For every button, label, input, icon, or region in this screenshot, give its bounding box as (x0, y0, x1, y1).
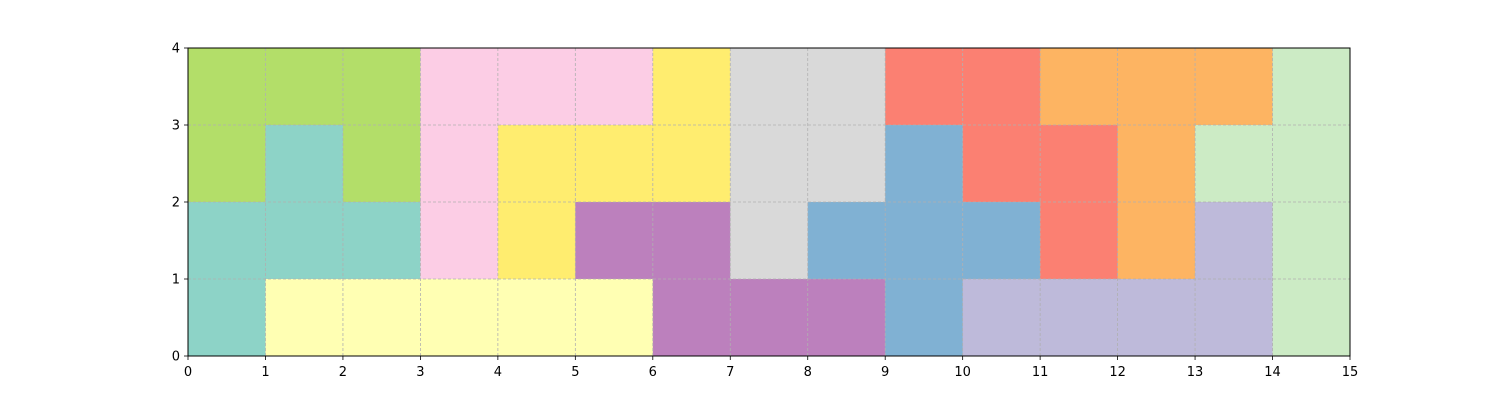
cell-light-green (1272, 125, 1351, 203)
cell-salmon (1040, 202, 1119, 280)
cell-lavender (1040, 279, 1119, 357)
y-tick-label: 2 (172, 196, 180, 211)
cell-lavender (1195, 202, 1274, 280)
cell-pink (420, 202, 499, 280)
cell-purple (730, 279, 809, 357)
x-tick-label: 9 (881, 365, 889, 380)
x-tick-label: 6 (649, 365, 657, 380)
cell-grey (730, 202, 809, 280)
cell-lavender (1117, 279, 1196, 357)
cell-green-dark (342, 48, 421, 126)
x-tick-label: 11 (1032, 365, 1049, 380)
cell-pink (575, 48, 654, 126)
cell-grey (730, 48, 809, 126)
cell-purple (807, 279, 886, 357)
cell-yellow (497, 125, 576, 203)
cell-pink (420, 125, 499, 203)
cell-teal (342, 202, 421, 280)
cell-blue (962, 202, 1041, 280)
cell-blue (807, 202, 886, 280)
cell-light-green (1272, 48, 1351, 126)
cell-pink (420, 48, 499, 126)
cell-layer (188, 48, 1351, 357)
x-tick-label: 10 (954, 365, 971, 380)
cell-light-yellow (265, 279, 344, 357)
x-tick-label: 8 (804, 365, 812, 380)
y-tick-label: 3 (172, 119, 180, 134)
cell-teal (188, 202, 266, 280)
cell-light-yellow (420, 279, 499, 357)
cell-green-dark (342, 125, 421, 203)
cell-light-yellow (575, 279, 654, 357)
cell-green-dark (188, 48, 266, 126)
x-tick-label: 15 (1342, 365, 1359, 380)
cell-light-yellow (342, 279, 421, 357)
x-tick-label: 2 (339, 365, 347, 380)
cell-salmon (885, 48, 964, 126)
cell-yellow (652, 125, 731, 203)
cell-green-dark (188, 125, 266, 203)
cell-grey (807, 125, 886, 203)
cell-yellow (575, 125, 654, 203)
x-tick-label: 14 (1264, 365, 1281, 380)
cell-blue (885, 125, 964, 203)
x-tick-label: 4 (494, 365, 502, 380)
cell-purple (652, 279, 731, 357)
cell-orange (1117, 202, 1196, 280)
y-tick-label: 0 (172, 350, 180, 365)
cell-light-green (1195, 125, 1274, 203)
x-tick-label: 12 (1109, 365, 1126, 380)
x-tick-label: 0 (184, 365, 192, 380)
cell-green-dark (265, 48, 344, 126)
x-tick-label: 13 (1187, 365, 1204, 380)
cell-orange (1117, 48, 1196, 126)
cell-orange (1195, 48, 1274, 126)
cell-light-green (1272, 279, 1351, 357)
cell-orange (1040, 48, 1119, 126)
cell-pink (497, 48, 576, 126)
cell-grey (807, 48, 886, 126)
tick-layer (184, 47, 1351, 360)
cell-blue (885, 279, 964, 357)
cell-light-yellow (497, 279, 576, 357)
cell-orange (1117, 125, 1196, 203)
x-tick-label: 5 (571, 365, 579, 380)
cell-teal (265, 202, 344, 280)
cell-salmon (962, 48, 1041, 126)
x-tick-label: 3 (416, 365, 424, 380)
cell-lavender (962, 279, 1041, 357)
cell-yellow (652, 48, 731, 126)
cell-purple (652, 202, 731, 280)
cell-grey (730, 125, 809, 203)
y-tick-label: 4 (172, 42, 180, 57)
cell-blue (885, 202, 964, 280)
cell-purple (575, 202, 654, 280)
cell-salmon (1040, 125, 1119, 203)
y-tick-label: 1 (172, 273, 180, 288)
cell-teal (265, 125, 344, 203)
x-tick-label: 1 (261, 365, 269, 380)
cell-light-green (1272, 202, 1351, 280)
grid-layer (188, 48, 1350, 356)
cell-teal (188, 279, 266, 357)
cell-yellow (497, 202, 576, 280)
cell-salmon (962, 125, 1041, 203)
x-tick-label: 7 (726, 365, 734, 380)
cell-lavender (1195, 279, 1274, 357)
